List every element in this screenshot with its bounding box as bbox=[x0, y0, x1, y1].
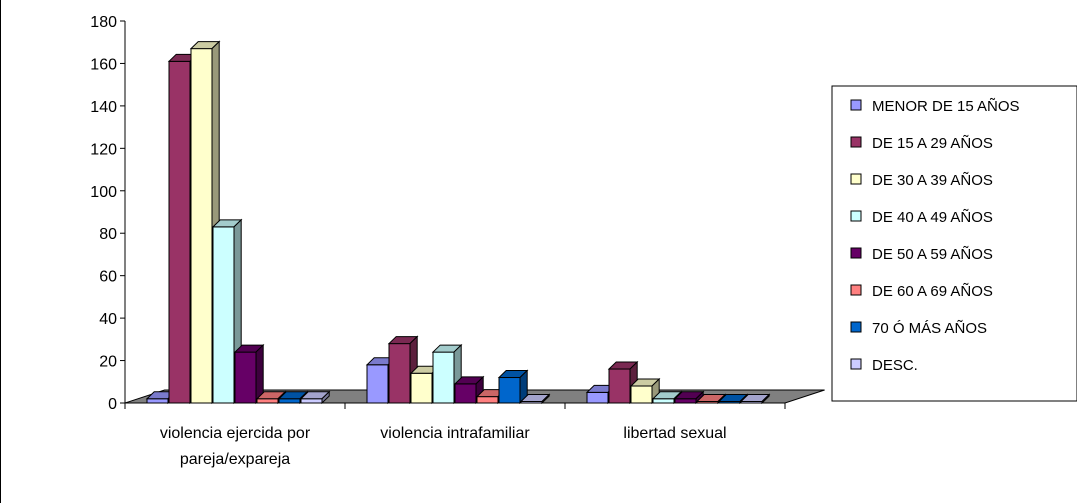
y-tick-label: 40 bbox=[99, 311, 117, 328]
y-tick-label: 140 bbox=[90, 99, 117, 116]
legend-label: DE 15 A 29 AÑOS bbox=[872, 135, 993, 152]
legend-swatch bbox=[850, 210, 862, 222]
bar bbox=[387, 335, 419, 405]
y-tick-label: 120 bbox=[90, 141, 117, 158]
bar bbox=[233, 343, 265, 405]
category-label: violencia intrafamiliar bbox=[380, 425, 530, 442]
legend-label: MENOR DE 15 AÑOS bbox=[872, 98, 1020, 115]
category-labels: violencia ejercida por pareja/expareja vio… bbox=[160, 425, 727, 468]
category-label: violencia ejercida por bbox=[160, 425, 311, 442]
legend-label: DE 50 A 59 AÑOS bbox=[872, 246, 993, 263]
legend-swatch bbox=[850, 284, 862, 296]
legend-label: DE 60 A 69 AÑOS bbox=[872, 283, 993, 300]
legend-label: DE 40 A 49 AÑOS bbox=[872, 209, 993, 226]
legend-label: DE 30 A 39 AÑOS bbox=[872, 172, 993, 189]
bar bbox=[519, 393, 551, 405]
bar bbox=[739, 393, 771, 405]
y-tick-label: 180 bbox=[90, 14, 117, 31]
legend-swatch bbox=[850, 136, 862, 148]
bar bbox=[255, 390, 287, 405]
category-label: libertad sexual bbox=[623, 425, 726, 442]
legend-swatch bbox=[850, 173, 862, 185]
legend-swatch bbox=[850, 247, 862, 259]
legend-label: DESC. bbox=[872, 357, 918, 374]
y-tick-label: 0 bbox=[108, 396, 117, 413]
legend: MENOR DE 15 AÑOS DE 15 A 29 AÑOS DE 30 A 3… bbox=[831, 85, 1077, 402]
y-tick-label: 20 bbox=[99, 354, 117, 371]
y-tick-label: 80 bbox=[99, 226, 117, 243]
bar bbox=[497, 369, 529, 405]
y-tick-label: 60 bbox=[99, 269, 117, 286]
y-tick-label: 100 bbox=[90, 184, 117, 201]
legend-swatch bbox=[850, 358, 862, 370]
bar bbox=[475, 388, 507, 405]
legend-swatch bbox=[850, 321, 862, 333]
category-label: pareja/expareja bbox=[180, 451, 290, 468]
legend-box bbox=[831, 85, 1077, 402]
y-tick-label: 160 bbox=[90, 56, 117, 73]
legend-label: 70 Ó MÁS AÑOS bbox=[872, 320, 987, 337]
bars bbox=[145, 40, 771, 405]
bar bbox=[629, 377, 661, 405]
bar bbox=[299, 390, 331, 405]
legend-swatch bbox=[850, 99, 862, 111]
